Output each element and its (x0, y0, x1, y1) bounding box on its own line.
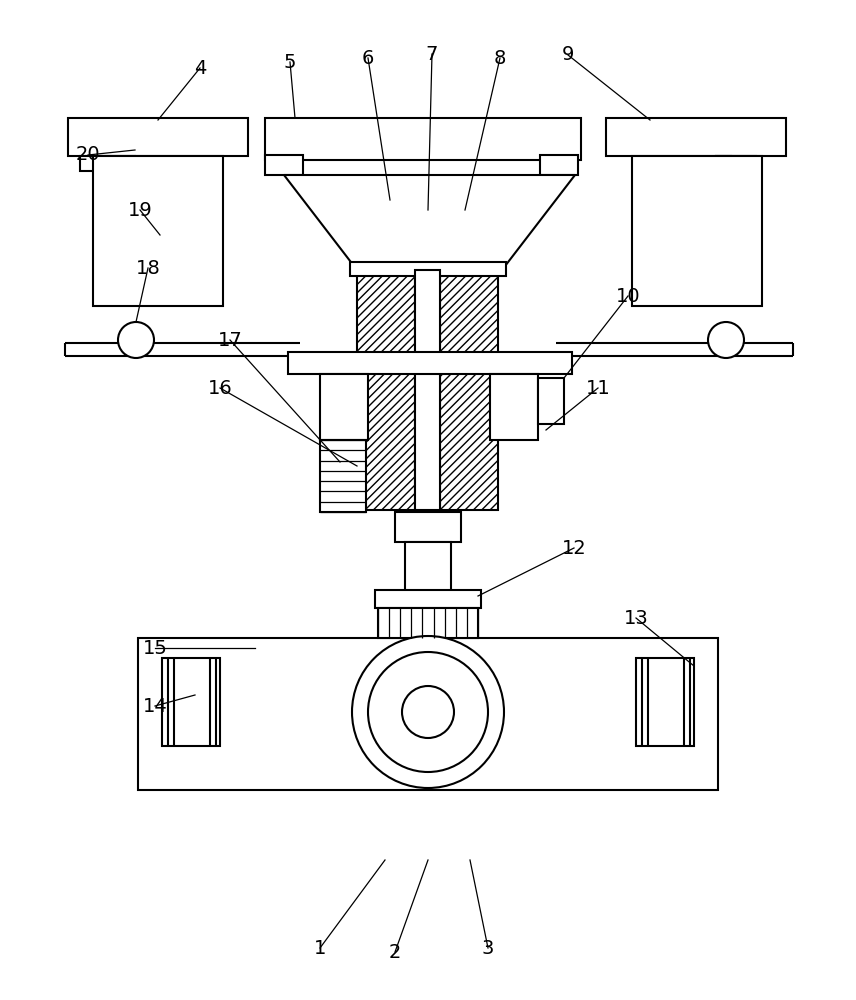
Text: 2: 2 (389, 942, 401, 962)
Bar (68, 118, 248, 156)
Circle shape (368, 652, 488, 772)
Bar (490, 374, 538, 440)
Text: 8: 8 (494, 48, 506, 68)
Polygon shape (284, 175, 575, 270)
Bar (716, 156, 756, 184)
Bar (93, 156, 223, 306)
Text: 9: 9 (562, 45, 574, 64)
Text: 12: 12 (562, 538, 586, 558)
Circle shape (352, 636, 504, 788)
Text: 3: 3 (482, 938, 494, 958)
Bar (716, 156, 731, 171)
Bar (405, 542, 451, 592)
Circle shape (402, 686, 454, 738)
Bar (540, 155, 578, 175)
Text: 11: 11 (586, 378, 610, 397)
Text: 14: 14 (143, 696, 168, 716)
Text: 19: 19 (128, 200, 152, 220)
Text: 13: 13 (624, 608, 648, 628)
Bar (95, 156, 135, 184)
Bar (162, 658, 220, 746)
Bar (378, 608, 478, 638)
Text: 10: 10 (615, 286, 640, 306)
Bar (636, 658, 694, 746)
Text: 1: 1 (314, 938, 326, 958)
Circle shape (708, 322, 744, 358)
Bar (395, 512, 461, 542)
Bar (265, 155, 303, 175)
Bar (138, 638, 718, 790)
Text: 17: 17 (217, 330, 242, 350)
Bar (350, 262, 506, 276)
Bar (288, 352, 572, 374)
Circle shape (118, 322, 154, 358)
Bar (606, 118, 786, 156)
Bar (415, 270, 440, 510)
Text: 18: 18 (135, 258, 160, 277)
Bar (357, 270, 415, 510)
Text: 16: 16 (208, 378, 232, 397)
Bar (265, 118, 581, 160)
Bar (320, 440, 366, 512)
Bar (632, 156, 762, 306)
Bar (538, 378, 564, 424)
Bar (80, 156, 95, 171)
Text: 4: 4 (193, 58, 206, 78)
Text: 6: 6 (362, 48, 374, 68)
Text: 15: 15 (143, 639, 168, 658)
Text: 7: 7 (425, 44, 438, 64)
Bar (440, 270, 498, 510)
Bar (320, 374, 368, 440)
Text: 20: 20 (75, 145, 100, 164)
Text: 5: 5 (283, 52, 296, 72)
Bar (375, 590, 481, 608)
